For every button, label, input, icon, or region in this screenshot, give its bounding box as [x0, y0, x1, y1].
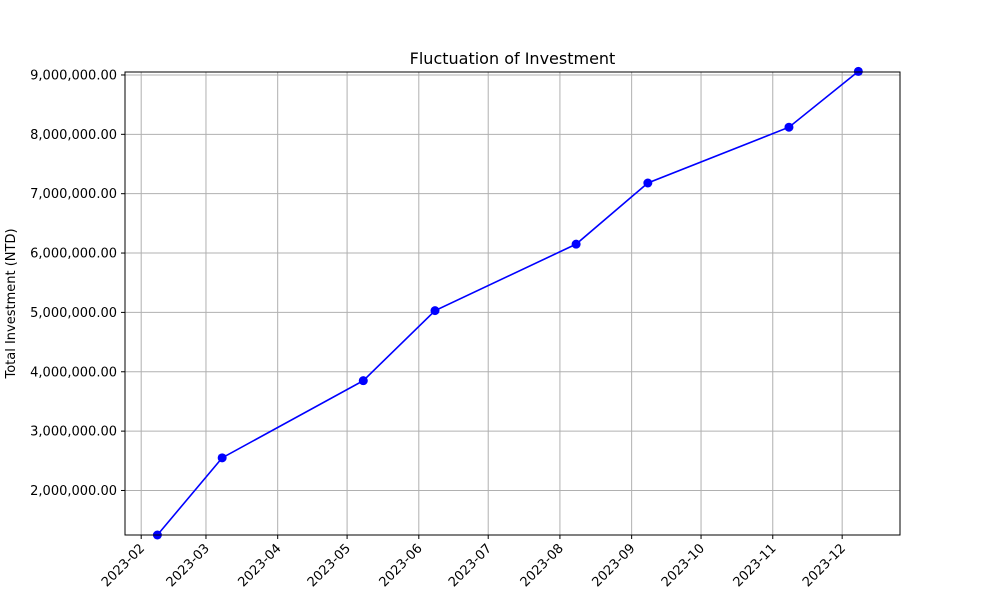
y-tick-label: 4,000,000.00 — [30, 365, 117, 380]
y-tick-label: 9,000,000.00 — [30, 68, 117, 83]
data-point — [430, 306, 440, 316]
data-point — [853, 66, 863, 76]
y-tick-label: 3,000,000.00 — [30, 425, 117, 440]
y-axis: 2,000,000.00 3,000,000.00 4,000,000.00 5,00… — [30, 68, 125, 499]
data-point — [358, 376, 368, 386]
y-axis-label: Total Investment (NTD) — [4, 228, 19, 379]
y-tick-label: 8,000,000.00 — [30, 128, 117, 143]
data-point — [217, 453, 227, 463]
y-tick-label: 2,000,000.00 — [30, 484, 117, 499]
data-point — [784, 122, 794, 132]
y-tick-label: 6,000,000.00 — [30, 247, 117, 262]
plot-frame — [124, 71, 901, 536]
chart-title: Fluctuation of Investment — [410, 49, 616, 68]
series — [152, 66, 863, 540]
data-point — [571, 239, 581, 249]
series-line — [156, 70, 859, 536]
y-tick-label: 5,000,000.00 — [30, 306, 117, 321]
data-point — [643, 178, 653, 188]
grid — [125, 72, 900, 535]
y-tick-label: 7,000,000.00 — [30, 187, 117, 202]
